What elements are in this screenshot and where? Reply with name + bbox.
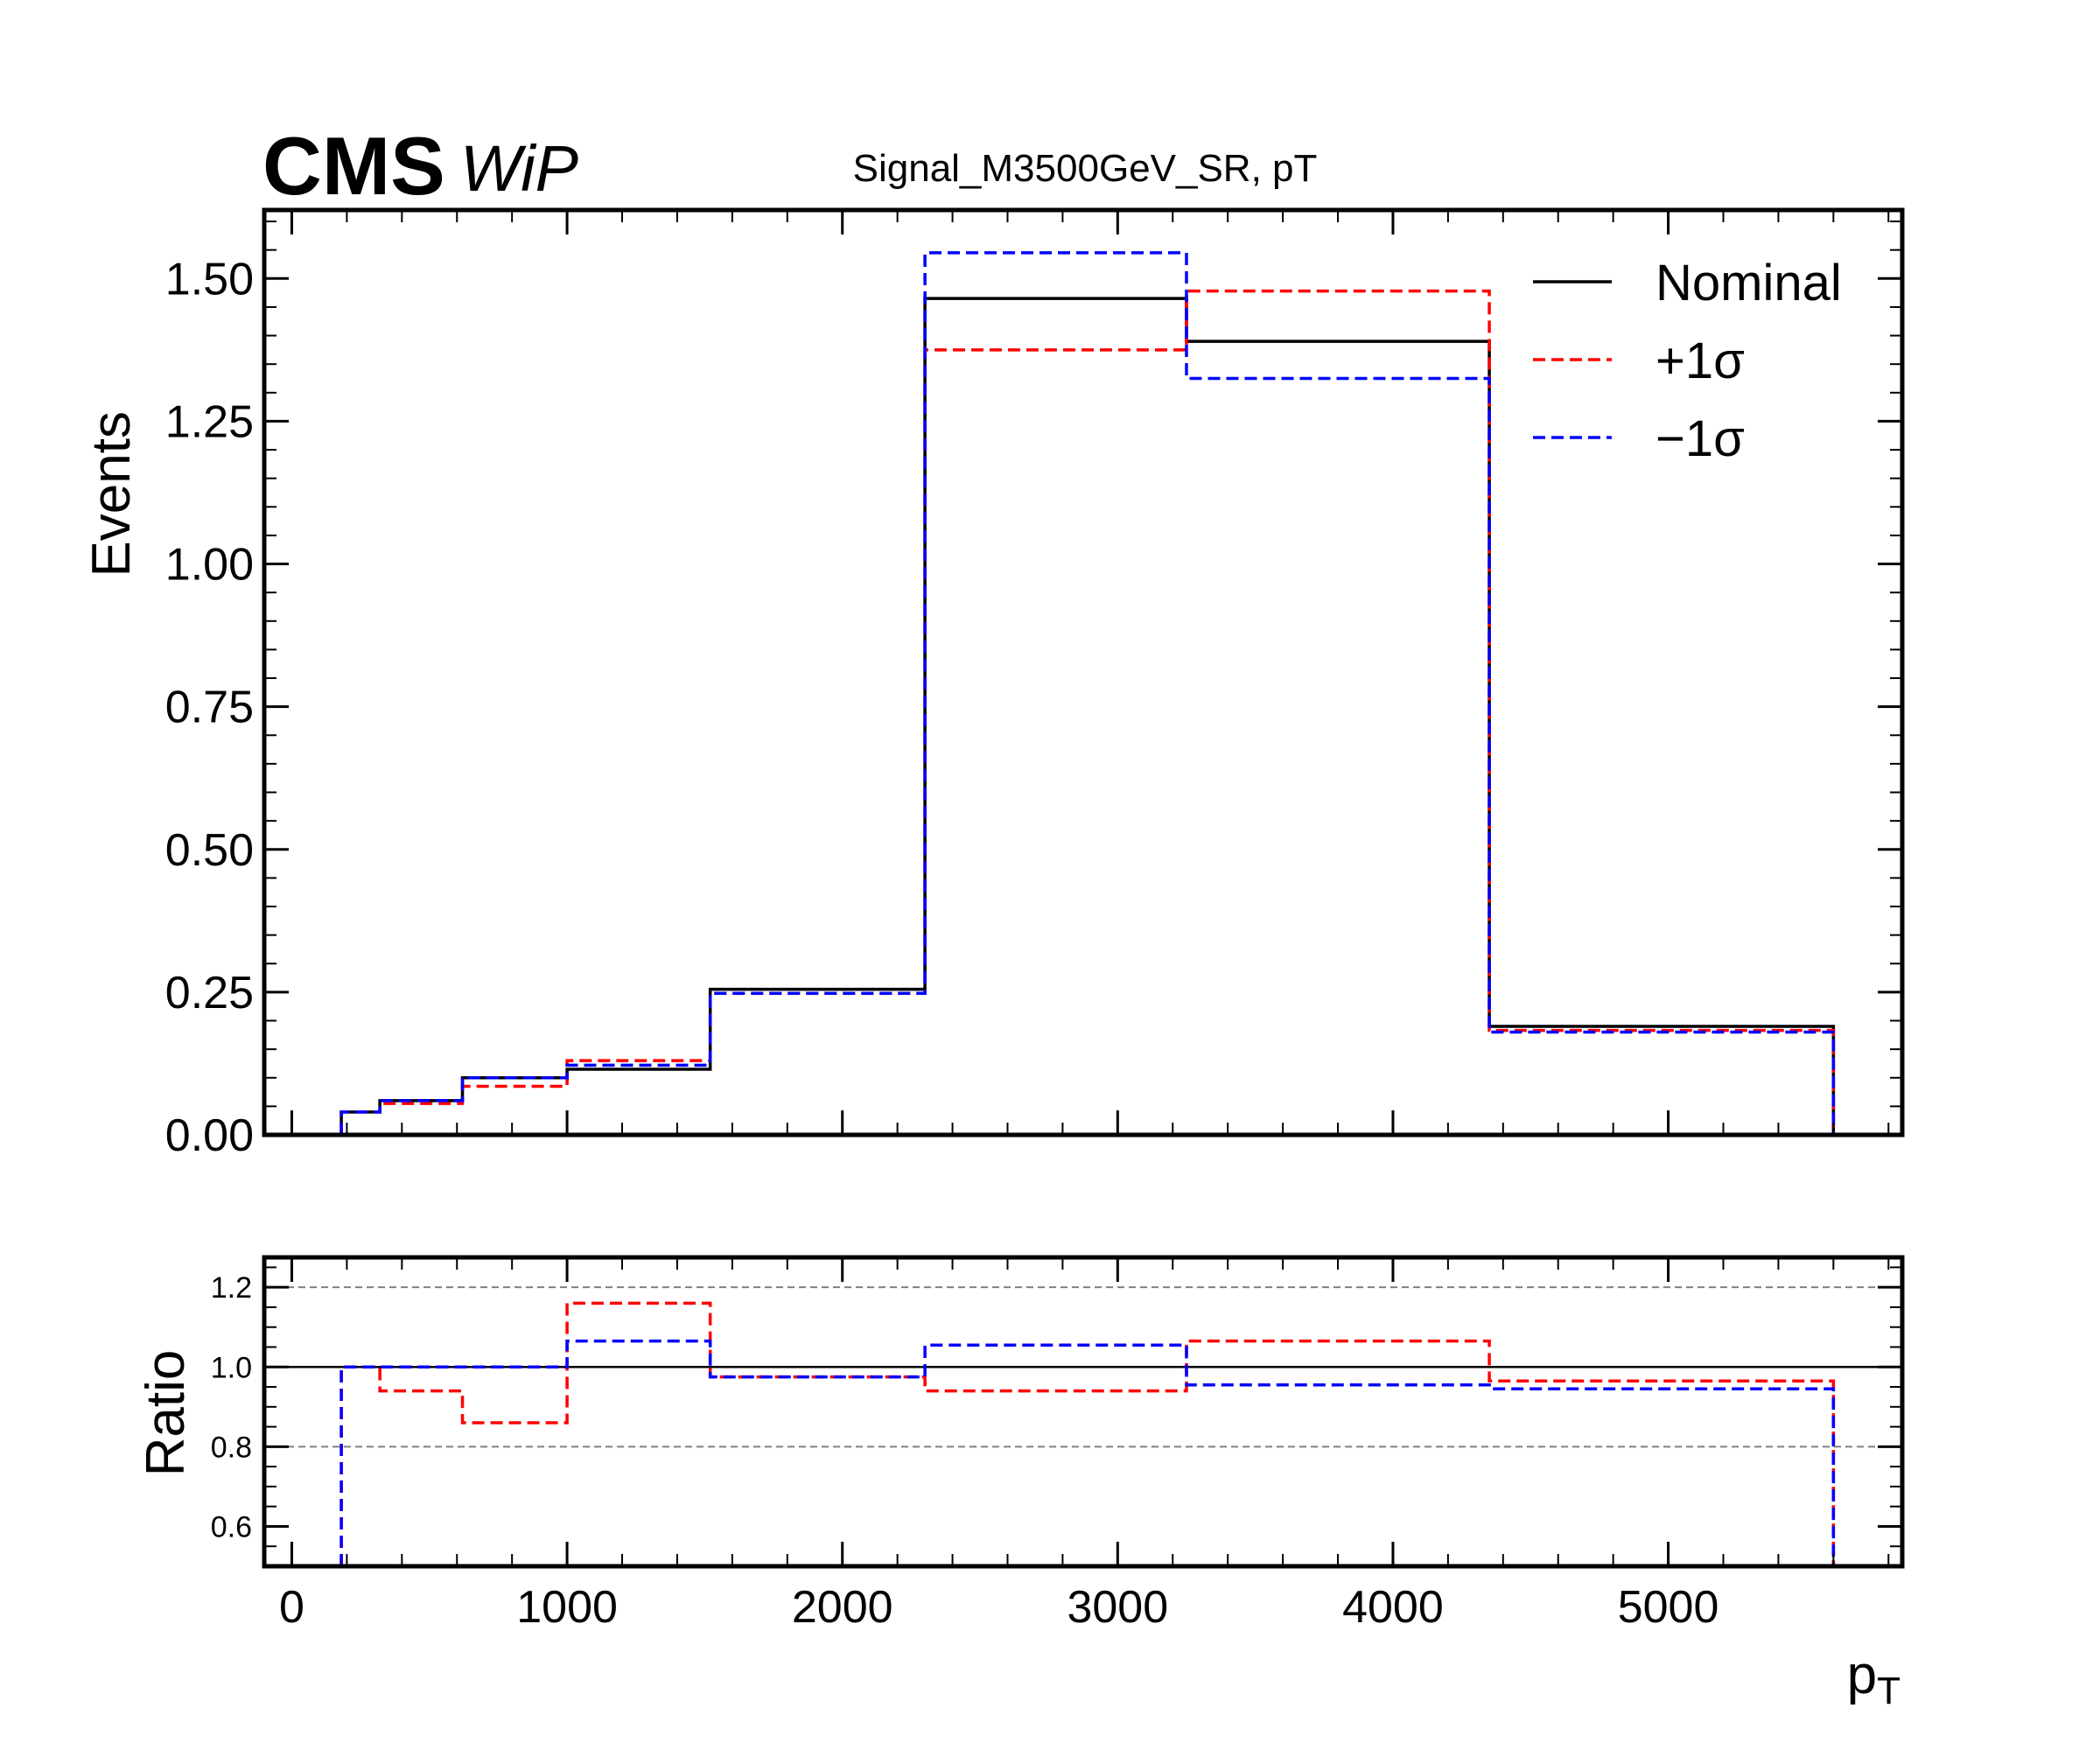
- x-tick-label: 4000: [1342, 1582, 1444, 1633]
- main-y-tick-label: 1.00: [165, 540, 254, 591]
- main-frame: [262, 207, 1905, 1138]
- legend-label-minus-sigma: −1σ: [1656, 410, 1745, 467]
- plot-title: Signal_M3500GeV_SR, pT: [853, 147, 1318, 190]
- main-y-axis-label: Events: [81, 411, 142, 578]
- ratio-x-ticks: 0 1000 2000 3000 4000 5000: [279, 1257, 1890, 1633]
- experiment-label: CMS: [262, 120, 445, 212]
- status-label: WiP: [460, 132, 578, 205]
- main-series-plus-sigma: [340, 289, 1836, 1135]
- ratio-y-tick-label: 1.0: [211, 1351, 252, 1384]
- x-tick-label: 1000: [516, 1582, 618, 1633]
- ratio-y-axis-label: Ratio: [136, 1350, 196, 1477]
- main-y-tick-label: 1.25: [165, 396, 254, 447]
- ratio-curves: [340, 1301, 1836, 1566]
- main-y-tick-label: 1.50: [165, 254, 254, 304]
- main-y-tick-label: 0.25: [165, 968, 254, 1018]
- x-tick-label: 3000: [1067, 1582, 1168, 1633]
- main-y-tick-label: 0.50: [165, 825, 254, 876]
- ratio-y-tick-label: 1.2: [211, 1271, 252, 1305]
- ratio-y-ticks: 0.6 0.8 1.0 1.2: [211, 1266, 1902, 1548]
- x-tick-label: 2000: [792, 1582, 893, 1633]
- x-tick-label: 5000: [1618, 1582, 1719, 1633]
- main-y-ticks: 0.00 0.25 0.50 0.75 1.00 1.25 1.50: [165, 220, 1902, 1161]
- legend: Nominal +1σ −1σ: [1533, 255, 1842, 467]
- main-panel: 0.00 0.25 0.50 0.75 1.00 1.25 1.50 Events: [81, 207, 1905, 1161]
- legend-label-plus-sigma: +1σ: [1656, 332, 1745, 389]
- legend-label-nominal: Nominal: [1656, 255, 1842, 312]
- x-axis-label: pT: [1847, 1645, 1900, 1712]
- ratio-series-minus-sigma: [340, 1339, 1836, 1566]
- main-y-tick-label: 0.75: [165, 682, 254, 733]
- main-series-nominal: [340, 297, 1836, 1135]
- ratio-frame: [262, 1255, 1905, 1569]
- ratio-y-tick-label: 0.8: [211, 1431, 252, 1464]
- ratio-y-tick-label: 0.6: [211, 1510, 252, 1544]
- main-series-minus-sigma: [340, 251, 1836, 1135]
- ratio-panel: 0.6 0.8 1.0 1.2 0 1000 2000 3000 4000 5000 Ratio…: [136, 1255, 1905, 1712]
- ratio-series-plus-sigma: [340, 1301, 1836, 1566]
- main-y-tick-label: 0.00: [165, 1110, 254, 1161]
- x-tick-label: 0: [279, 1582, 304, 1633]
- main-curves: [340, 251, 1836, 1135]
